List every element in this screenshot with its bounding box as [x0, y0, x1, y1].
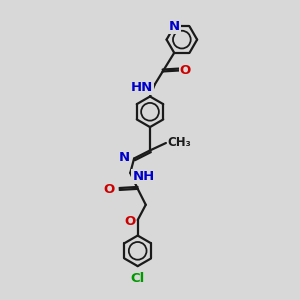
Text: O: O — [180, 64, 191, 77]
Text: N: N — [169, 20, 180, 33]
Text: O: O — [124, 214, 135, 228]
Text: NH: NH — [132, 169, 154, 183]
Text: N: N — [118, 151, 129, 164]
Text: Cl: Cl — [130, 272, 145, 285]
Text: CH₃: CH₃ — [168, 136, 191, 149]
Text: HN: HN — [130, 81, 152, 94]
Text: O: O — [104, 183, 115, 196]
